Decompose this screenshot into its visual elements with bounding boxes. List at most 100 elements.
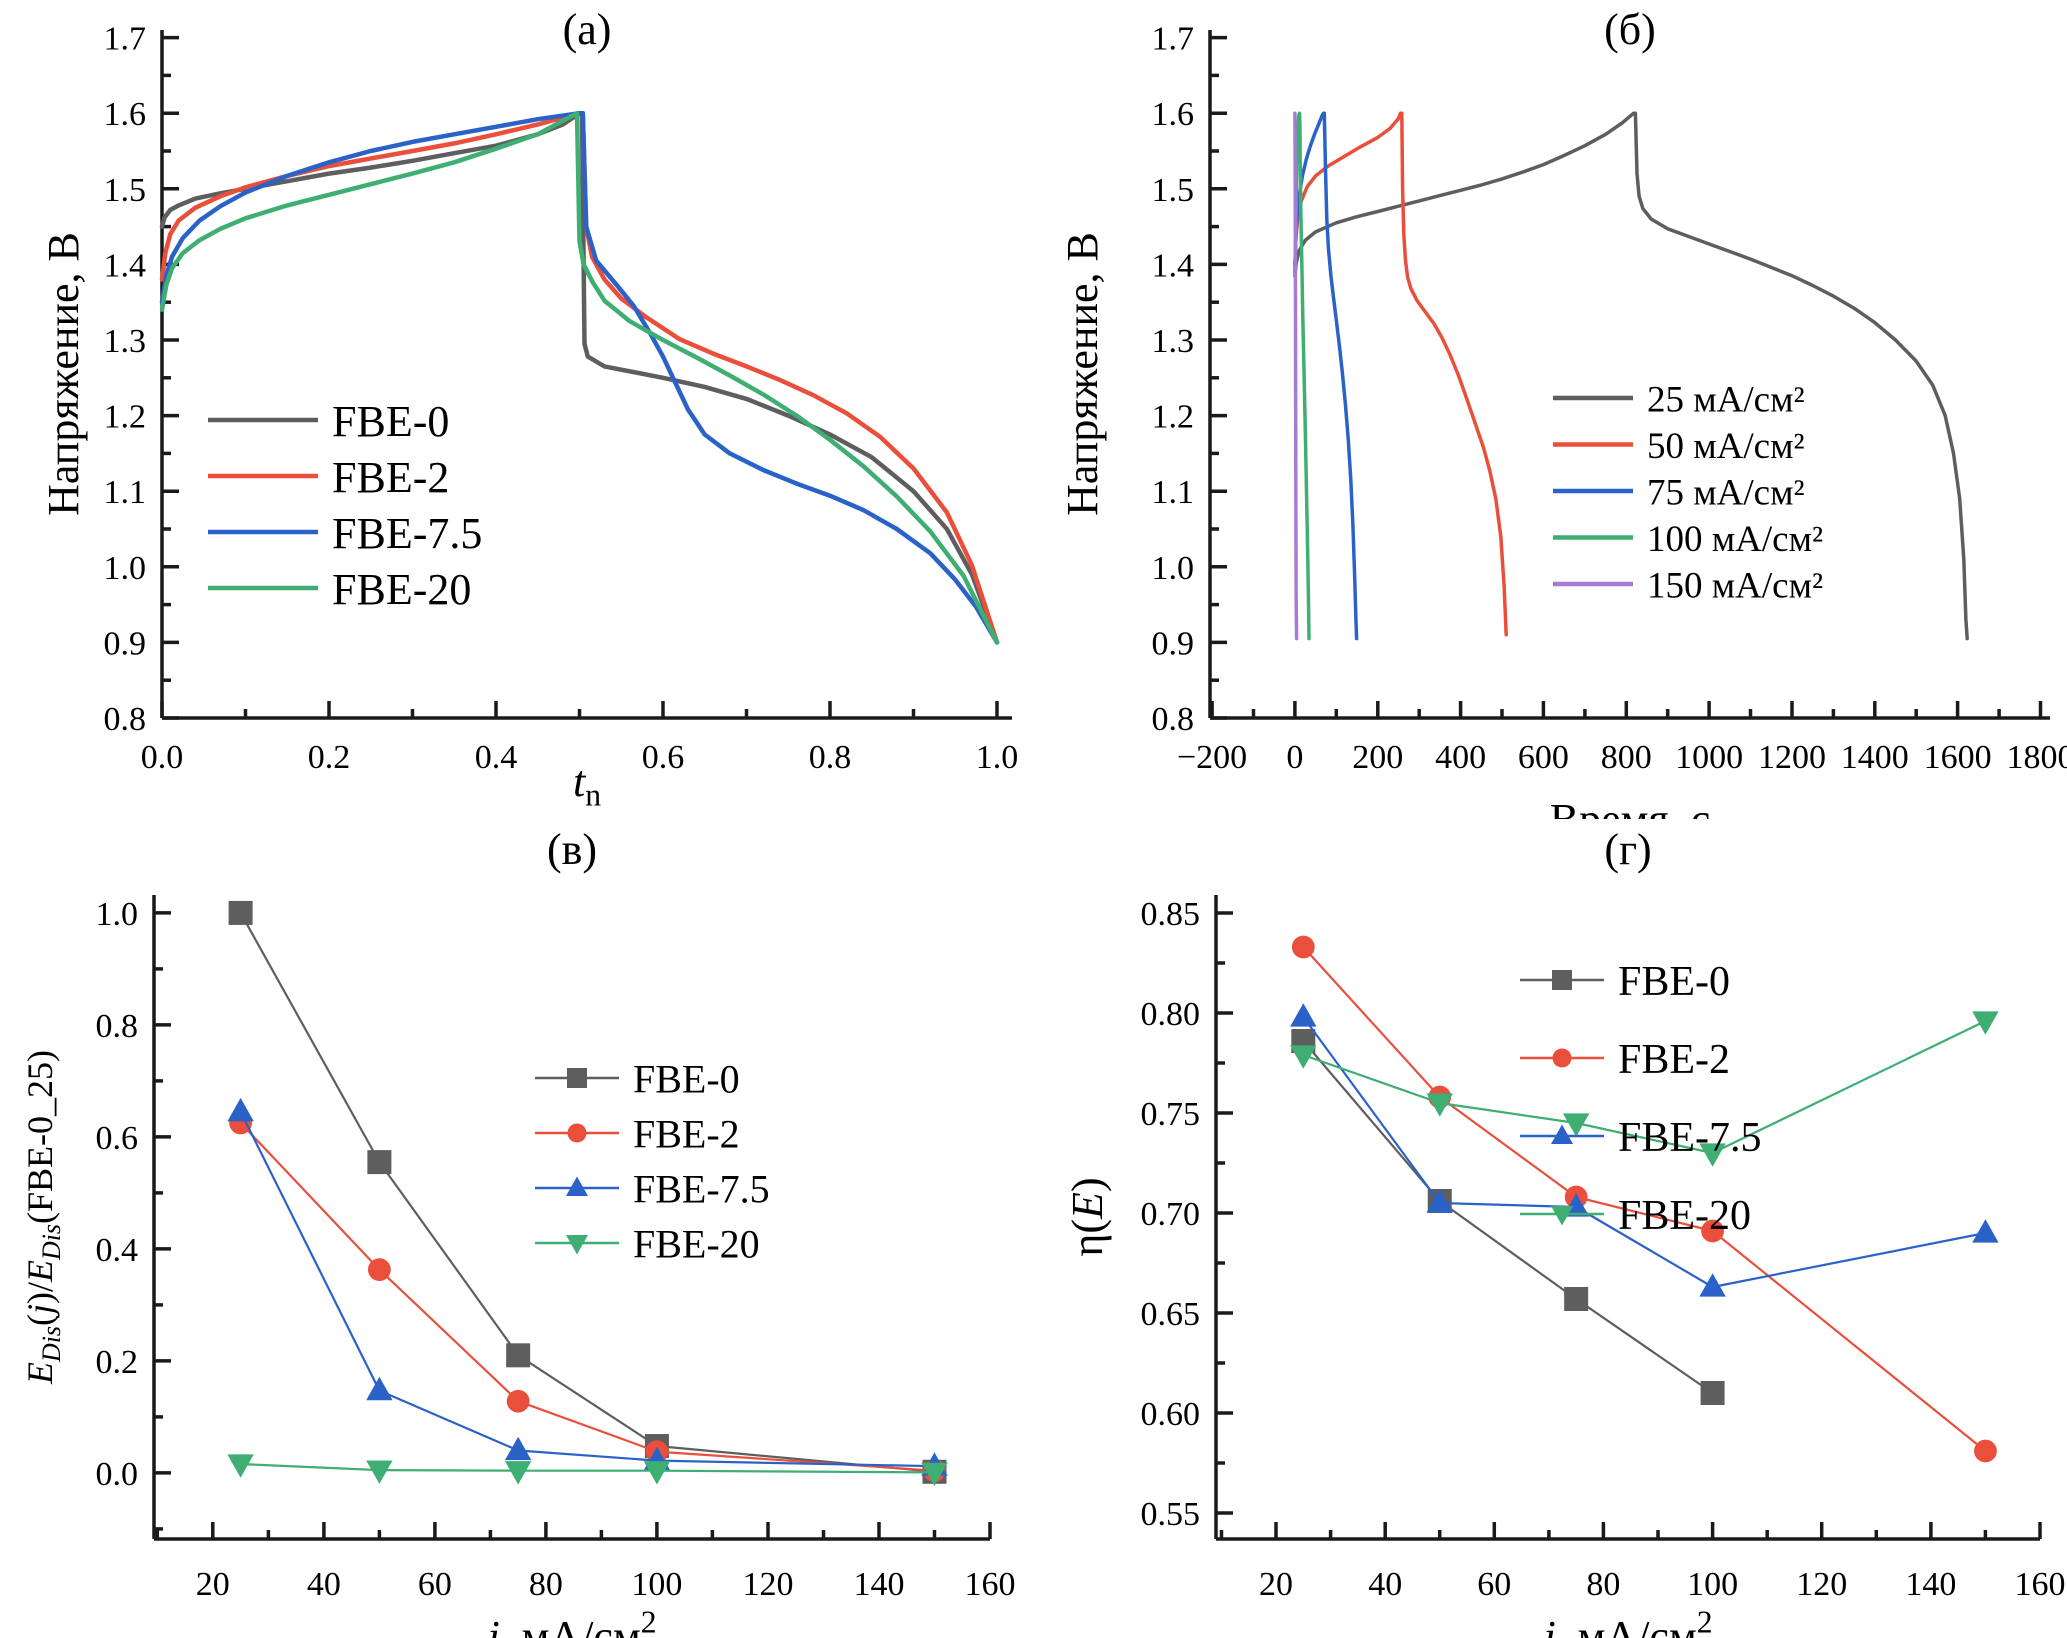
svg-text:1.4: 1.4	[104, 247, 147, 284]
panel-a: 0.0 0.2 0.4 0.6 0.8 1.0 0.8 0.9 1.0 1.1 1.2 1.3 1.4 1…	[0, 0, 1033, 819]
panel-g-xlabel: j, мА/см2	[1538, 1605, 1712, 1638]
svg-text:1.6: 1.6	[1152, 96, 1195, 133]
panel-g-canvas: 20 40 60 80 100 120 140 160 0.55 0.60 0.65 0.70 0.75…	[1063, 895, 2066, 1638]
svg-text:1.3: 1.3	[1152, 323, 1195, 360]
svg-text:1600: 1600	[1924, 739, 1992, 776]
panel-v-legend: FBE-0 FBE-2 FBE-7.5 FBE-20	[535, 1056, 770, 1266]
svg-text:FBE-20: FBE-20	[633, 1221, 760, 1266]
panel-g-ylabel: η(E)	[1063, 1177, 1112, 1256]
svg-text:40: 40	[1368, 1566, 1402, 1603]
svg-text:FBE-7.5: FBE-7.5	[633, 1166, 770, 1211]
svg-text:1.7: 1.7	[1152, 21, 1195, 58]
svg-text:1.2: 1.2	[1152, 399, 1195, 436]
panel-a-title: (а)	[562, 5, 612, 54]
panel-a-series-FBE-7.5	[159, 110, 1000, 645]
svg-text:0.9: 0.9	[104, 625, 147, 662]
svg-text:1.6: 1.6	[104, 96, 147, 133]
svg-text:160: 160	[2015, 1566, 2066, 1603]
svg-text:FBE-0: FBE-0	[633, 1056, 740, 1101]
panel-v-title: (в)	[546, 825, 598, 874]
svg-text:40: 40	[307, 1566, 341, 1603]
svg-text:1.7: 1.7	[104, 21, 147, 58]
panel-b-ylabel: Напряжение, В	[1058, 232, 1107, 516]
svg-text:0.2: 0.2	[308, 739, 351, 776]
svg-text:0.75: 0.75	[1141, 1096, 1201, 1133]
svg-text:20: 20	[196, 1566, 230, 1603]
svg-text:FBE-2: FBE-2	[633, 1111, 740, 1156]
panel-a-legend: FBE-0 FBE-2 FBE-7.5 FBE-20	[208, 397, 482, 614]
svg-text:80: 80	[529, 1566, 563, 1603]
svg-text:FBE-7.5: FBE-7.5	[1618, 1115, 1762, 1161]
svg-text:0.60: 0.60	[1141, 1396, 1201, 1433]
panel-a-tick-labels: 0.0 0.2 0.4 0.6 0.8 1.0 0.8 0.9 1.0 1.1 1.2 1.3 1.4 1…	[104, 21, 1019, 776]
svg-text:FBE-0: FBE-0	[332, 397, 449, 446]
svg-text:0.9: 0.9	[1152, 625, 1195, 662]
svg-text:FBE-0: FBE-0	[1618, 959, 1730, 1005]
panel-b-series-25-	[1293, 111, 1969, 641]
svg-text:1.0: 1.0	[96, 896, 139, 933]
svg-text:FBE-7.5: FBE-7.5	[332, 509, 482, 558]
panel-a-ylabel: Напряжение, В	[39, 232, 88, 516]
panel-g-tick-labels: 20 40 60 80 100 120 140 160 0.55 0.60 0.65 0.70 0.75…	[1141, 896, 2066, 1603]
svg-text:FBE-2: FBE-2	[332, 453, 449, 502]
svg-text:1.0: 1.0	[104, 550, 147, 587]
panel-g-series-FBE-20	[1290, 1011, 1999, 1167]
svg-text:100: 100	[1687, 1566, 1738, 1603]
svg-text:1800: 1800	[2007, 739, 2067, 776]
panel-b-xlabel: Время, с	[1550, 795, 1711, 819]
panel-v-axes	[152, 895, 992, 1541]
svg-text:120: 120	[743, 1566, 794, 1603]
svg-text:120: 120	[1796, 1566, 1847, 1603]
svg-text:0.85: 0.85	[1141, 896, 1201, 933]
svg-text:0.8: 0.8	[809, 739, 852, 776]
svg-text:1.5: 1.5	[1152, 172, 1195, 209]
svg-text:1400: 1400	[1841, 739, 1909, 776]
panel-v-series-FBE-7.5	[227, 1097, 948, 1476]
svg-text:60: 60	[1477, 1566, 1511, 1603]
panel-v-ylabel: EDis(j)/EDis(FBE-0_25)	[20, 1050, 66, 1385]
svg-text:600: 600	[1518, 739, 1569, 776]
svg-text:800: 800	[1601, 739, 1652, 776]
panel-g-title: (г)	[1604, 825, 1652, 874]
svg-text:0.4: 0.4	[96, 1232, 139, 1269]
svg-text:1.1: 1.1	[1152, 474, 1195, 511]
panel-v-series-FBE-0	[228, 900, 947, 1484]
svg-text:0.0: 0.0	[96, 1456, 139, 1493]
svg-text:0: 0	[1286, 739, 1303, 776]
panel-v-series-FBE-2	[229, 1111, 946, 1483]
svg-text:1.5: 1.5	[104, 172, 147, 209]
svg-text:1.2: 1.2	[104, 399, 147, 436]
svg-text:80: 80	[1586, 1566, 1620, 1603]
svg-text:0.6: 0.6	[96, 1120, 139, 1157]
svg-text:0.8: 0.8	[1152, 701, 1195, 738]
svg-text:0.4: 0.4	[475, 739, 518, 776]
svg-text:FBE-20: FBE-20	[332, 565, 471, 614]
svg-text:160: 160	[965, 1566, 1016, 1603]
svg-text:1000: 1000	[1675, 739, 1743, 776]
svg-text:0.70: 0.70	[1141, 1196, 1201, 1233]
panel-g-series-FBE-7.5	[1290, 1003, 1999, 1297]
panel-b-canvas: −200 0 200 400 600 800 1000 1200 1400 1600 1800 0.8…	[1058, 21, 2067, 819]
panel-v-series-FBE-20	[227, 1454, 948, 1487]
svg-text:FBE-2: FBE-2	[1618, 1037, 1730, 1083]
svg-text:100: 100	[631, 1566, 682, 1603]
panel-b-series-75-	[1293, 111, 1359, 641]
svg-text:140: 140	[854, 1566, 905, 1603]
svg-text:200: 200	[1352, 739, 1403, 776]
svg-text:1.1: 1.1	[104, 474, 147, 511]
svg-text:150 мА/см²: 150 мА/см²	[1647, 565, 1823, 606]
svg-text:50 мА/см²: 50 мА/см²	[1647, 426, 1805, 467]
svg-text:0.8: 0.8	[96, 1008, 139, 1045]
panel-a-canvas: 0.0 0.2 0.4 0.6 0.8 1.0 0.8 0.9 1.0 1.1 1.2 1.3 1.4 1…	[39, 21, 1019, 813]
svg-text:140: 140	[1905, 1566, 1956, 1603]
panel-v-tick-labels: 20 40 60 80 100 120 140 160 0.0 0.2 0.4 0.6 0.8 1.0	[96, 896, 1016, 1603]
panel-b: −200 0 200 400 600 800 1000 1200 1400 1600 1800 0.8…	[1033, 0, 2067, 819]
panel-a-xlabel: tn	[573, 757, 601, 813]
panel-b-series-50-	[1293, 111, 1508, 637]
panel-b-title: (б)	[1604, 5, 1656, 54]
svg-text:0.55: 0.55	[1141, 1496, 1201, 1533]
svg-text:100 мА/см²: 100 мА/см²	[1647, 519, 1823, 560]
svg-text:1.3: 1.3	[104, 323, 147, 360]
panel-a-axes	[160, 30, 1012, 720]
